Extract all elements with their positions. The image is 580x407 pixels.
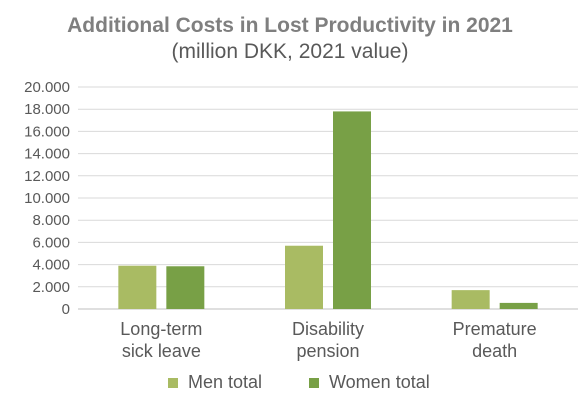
y-tick-label: 2.000 bbox=[32, 279, 70, 296]
chart-title: Additional Costs in Lost Productivity in… bbox=[67, 14, 513, 37]
bar-men-total bbox=[118, 265, 157, 309]
y-tick-label: 16.000 bbox=[24, 123, 70, 140]
y-tick-label: 0 bbox=[62, 301, 70, 318]
y-tick-label: 14.000 bbox=[24, 146, 70, 163]
bars bbox=[118, 111, 538, 309]
x-category-label: Disability pension bbox=[292, 319, 364, 361]
y-tick-label: 4.000 bbox=[32, 257, 70, 274]
y-axis-ticks: 0 2.000 4.000 6.000 8.000 10.000 12.000 14.000 1… bbox=[24, 79, 70, 318]
legend-label: Women total bbox=[329, 372, 430, 392]
x-category-label: Long-term sick leave bbox=[120, 319, 202, 361]
legend-label: Men total bbox=[188, 372, 262, 392]
bar-women-total bbox=[166, 266, 205, 309]
y-tick-label: 18.000 bbox=[24, 101, 70, 118]
bar-men-total bbox=[451, 290, 490, 309]
y-tick-label: 12.000 bbox=[24, 168, 70, 185]
x-axis-categories: Long-term sick leave Disability pension Prem… bbox=[120, 319, 536, 361]
legend-swatch bbox=[309, 378, 319, 388]
y-tick-label: 8.000 bbox=[32, 212, 70, 229]
bar-women-total bbox=[333, 111, 371, 309]
gridlines bbox=[78, 86, 578, 310]
y-tick-label: 10.000 bbox=[24, 190, 70, 207]
bar-women-total bbox=[499, 302, 538, 309]
legend: Men total Women total bbox=[168, 372, 430, 392]
chart-subtitle: (million DKK, 2021 value) bbox=[172, 40, 409, 63]
y-tick-label: 6.000 bbox=[32, 234, 70, 251]
x-category-label: Premature death bbox=[453, 319, 537, 361]
y-tick-label: 20.000 bbox=[24, 79, 70, 96]
legend-swatch bbox=[168, 378, 178, 388]
bar-men-total bbox=[285, 245, 323, 309]
